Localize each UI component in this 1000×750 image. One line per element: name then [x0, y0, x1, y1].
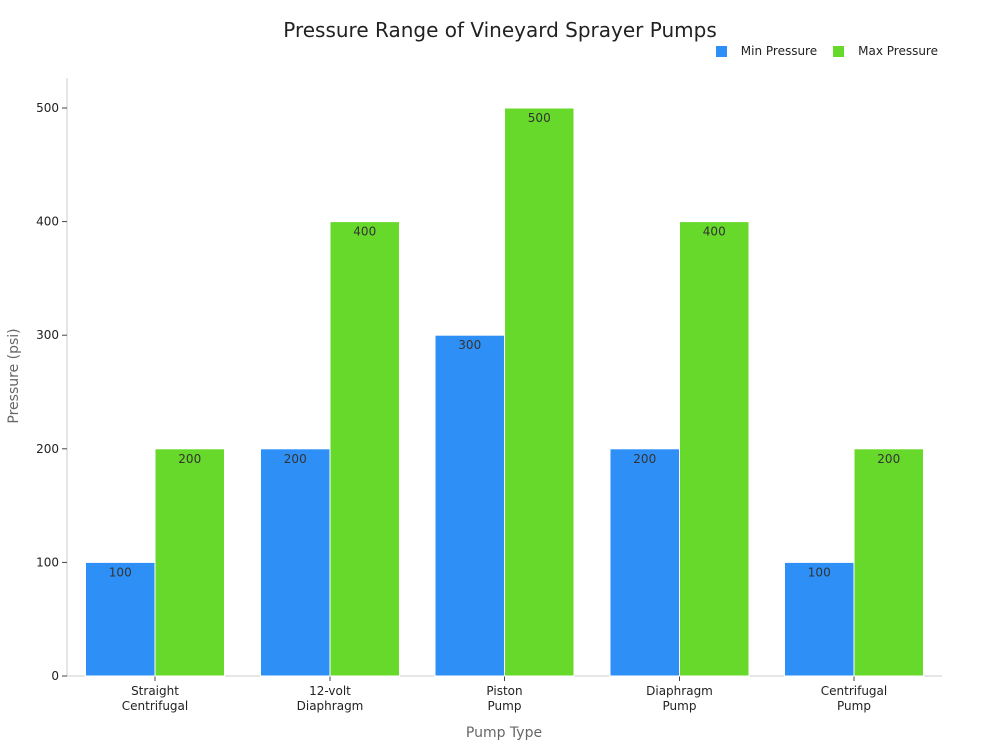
data-label: 100 [808, 565, 831, 579]
bars [85, 107, 924, 677]
x-axis-label: Pump Type [466, 725, 542, 741]
y-tick-label: 100 [36, 555, 59, 569]
bar-min-pressure [434, 334, 505, 677]
data-label: 200 [178, 452, 201, 466]
bar-min-pressure [85, 561, 156, 677]
y-tick-label: 200 [36, 442, 59, 456]
data-label: 500 [528, 111, 551, 125]
bar-min-pressure [609, 448, 680, 677]
x-tick-label: Diaphragm Pump [646, 684, 713, 713]
chart-title: Pressure Range of Vineyard Sprayer Pumps [283, 18, 717, 42]
y-axis-label: Pressure (psi) [6, 328, 22, 423]
data-labels: 100 200 200 400 300 500 200 400 100 200 [109, 111, 900, 579]
y-tick-label: 0 [51, 669, 59, 683]
data-label: 400 [353, 225, 376, 239]
x-tick-label: Centrifugal Pump [821, 684, 887, 713]
bar-max-pressure [853, 448, 924, 677]
data-label: 100 [109, 565, 132, 579]
bar-max-pressure [504, 107, 575, 677]
bar-max-pressure [154, 448, 225, 677]
legend-label-max-pressure: Max Pressure [858, 44, 938, 58]
axes: 0 100 200 300 400 500 Straight Centrifugal 12-vo… [36, 78, 942, 713]
legend-item-min-pressure: Min Pressure [715, 44, 818, 58]
bar-min-pressure [784, 561, 855, 677]
x-tick-label: Straight Centrifugal [122, 684, 188, 713]
data-label: 300 [458, 338, 481, 352]
legend-label-min-pressure: Min Pressure [740, 44, 818, 58]
y-tick-label: 300 [36, 328, 59, 342]
legend: Min Pressure Max Pressure [700, 44, 938, 58]
y-tick-label: 400 [36, 215, 59, 229]
legend-item-max-pressure: Max Pressure [833, 44, 938, 58]
data-label: 200 [877, 452, 900, 466]
x-tick-label: Piston Pump [486, 684, 522, 713]
legend-swatch-min-pressure [715, 45, 727, 57]
bar-max-pressure [329, 221, 400, 677]
data-label: 400 [703, 225, 726, 239]
data-label: 200 [633, 452, 656, 466]
bar-max-pressure [679, 221, 750, 677]
x-tick-label: 12-volt Diaphragm [297, 684, 364, 713]
y-tick-label: 500 [36, 101, 59, 115]
data-label: 200 [284, 452, 307, 466]
bar-min-pressure [260, 448, 331, 677]
legend-swatch-max-pressure [833, 45, 845, 57]
